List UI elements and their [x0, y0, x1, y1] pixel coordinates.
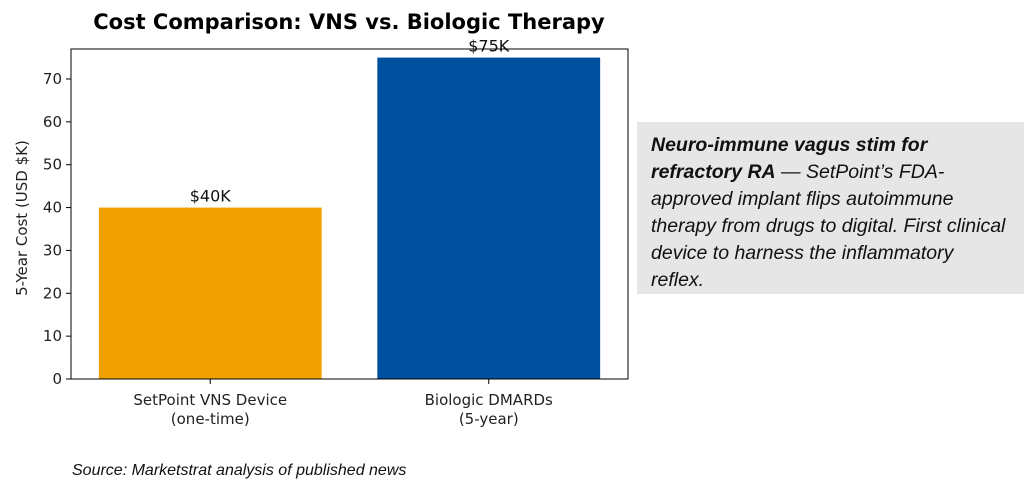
y-tick-label: 0 [52, 370, 62, 388]
bar [377, 57, 601, 379]
plot-area: $40K SetPoint VNS Device(one-time) $75K Bio… [43, 37, 629, 428]
data-label: $40K [190, 187, 232, 206]
y-tick-label: 70 [43, 70, 62, 88]
y-tick-label: 60 [43, 113, 62, 131]
data-label: $75K [468, 37, 510, 56]
y-tick-label: 20 [43, 284, 62, 302]
y-tick-label: 50 [43, 156, 62, 174]
chart-title: Cost Comparison: VNS vs. Biologic Therap… [93, 10, 605, 34]
y-tick-label: 40 [43, 199, 62, 217]
bar [98, 207, 322, 379]
x-tick-label: SetPoint VNS Device [133, 391, 287, 409]
callout-heading: Neuro-immune vagus stim for refractory R… [651, 134, 928, 183]
callout-box: Neuro-immune vagus stim for refractory R… [637, 122, 1024, 294]
y-axis-label: 5-Year Cost (USD $K) [13, 140, 31, 296]
callout-body: — SetPoint’s FDA-approved implant flips … [651, 161, 1006, 291]
x-tick-label: (one-time) [171, 410, 250, 428]
x-tick-label: (5-year) [459, 410, 519, 428]
y-tick-label: 30 [43, 241, 62, 259]
y-tick-label: 10 [43, 327, 62, 345]
bar-chart: Cost Comparison: VNS vs. Biologic Therap… [13, 10, 629, 428]
x-tick-label: Biologic DMARDs [425, 391, 553, 409]
source-note: Source: Marketstrat analysis of publishe… [72, 462, 407, 479]
plot-frame [70, 48, 629, 380]
